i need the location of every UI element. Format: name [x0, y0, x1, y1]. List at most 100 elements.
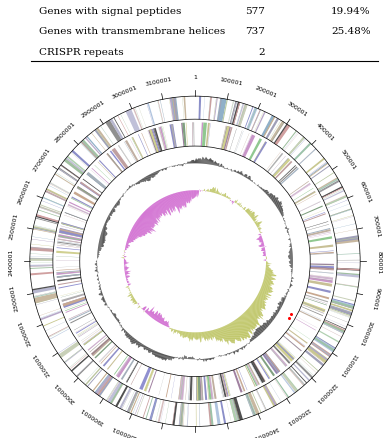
- Polygon shape: [125, 273, 130, 275]
- Polygon shape: [80, 182, 101, 197]
- Polygon shape: [285, 228, 287, 229]
- Polygon shape: [157, 171, 159, 174]
- Polygon shape: [261, 188, 262, 190]
- Polygon shape: [106, 381, 119, 401]
- Polygon shape: [317, 178, 338, 191]
- Polygon shape: [160, 170, 161, 172]
- Polygon shape: [206, 359, 207, 362]
- Polygon shape: [265, 273, 276, 276]
- Polygon shape: [107, 351, 123, 370]
- Polygon shape: [142, 396, 151, 418]
- Polygon shape: [206, 159, 208, 165]
- Polygon shape: [285, 293, 288, 294]
- Polygon shape: [200, 359, 201, 360]
- Polygon shape: [285, 225, 286, 226]
- Polygon shape: [266, 262, 268, 263]
- Polygon shape: [259, 229, 262, 231]
- Polygon shape: [136, 222, 150, 232]
- Polygon shape: [124, 262, 126, 263]
- Polygon shape: [155, 313, 160, 321]
- Polygon shape: [95, 375, 111, 394]
- Polygon shape: [105, 303, 106, 304]
- Polygon shape: [125, 271, 131, 273]
- Polygon shape: [156, 172, 158, 175]
- Polygon shape: [271, 316, 275, 319]
- Polygon shape: [239, 317, 252, 333]
- Polygon shape: [335, 236, 359, 244]
- Polygon shape: [170, 167, 171, 168]
- Polygon shape: [256, 298, 265, 304]
- Polygon shape: [301, 206, 323, 216]
- Polygon shape: [97, 376, 112, 396]
- Polygon shape: [241, 174, 243, 176]
- Polygon shape: [180, 403, 183, 426]
- Polygon shape: [299, 311, 321, 322]
- Polygon shape: [289, 253, 292, 254]
- Polygon shape: [205, 157, 207, 165]
- Polygon shape: [30, 258, 53, 261]
- Polygon shape: [183, 165, 184, 167]
- Polygon shape: [271, 123, 284, 142]
- Polygon shape: [97, 278, 99, 279]
- Polygon shape: [218, 99, 222, 122]
- Polygon shape: [247, 309, 258, 319]
- Polygon shape: [128, 336, 132, 339]
- Polygon shape: [244, 208, 246, 211]
- Polygon shape: [258, 294, 268, 300]
- Polygon shape: [241, 172, 242, 176]
- Polygon shape: [296, 194, 317, 206]
- Polygon shape: [226, 354, 227, 356]
- Polygon shape: [119, 146, 132, 166]
- Polygon shape: [172, 402, 176, 425]
- Polygon shape: [127, 240, 133, 243]
- Polygon shape: [216, 189, 218, 194]
- Polygon shape: [106, 154, 122, 173]
- Polygon shape: [330, 304, 353, 312]
- Polygon shape: [143, 308, 149, 313]
- Polygon shape: [220, 193, 222, 195]
- Polygon shape: [160, 200, 167, 213]
- Polygon shape: [110, 151, 126, 171]
- Polygon shape: [171, 375, 175, 399]
- Polygon shape: [64, 215, 87, 223]
- Polygon shape: [128, 287, 130, 288]
- Polygon shape: [260, 232, 261, 233]
- Polygon shape: [156, 399, 161, 422]
- Polygon shape: [161, 354, 163, 359]
- Polygon shape: [113, 314, 116, 317]
- Polygon shape: [256, 222, 262, 226]
- Polygon shape: [169, 327, 170, 329]
- Polygon shape: [264, 323, 269, 327]
- Polygon shape: [124, 330, 126, 333]
- Polygon shape: [281, 298, 285, 301]
- Polygon shape: [170, 99, 176, 122]
- Polygon shape: [142, 307, 146, 310]
- Polygon shape: [129, 234, 139, 238]
- Polygon shape: [262, 286, 273, 290]
- Polygon shape: [263, 254, 266, 255]
- Polygon shape: [143, 307, 147, 311]
- Polygon shape: [291, 281, 293, 283]
- Polygon shape: [187, 191, 189, 204]
- Polygon shape: [147, 103, 155, 126]
- Polygon shape: [167, 324, 168, 327]
- Polygon shape: [126, 110, 140, 133]
- Polygon shape: [57, 247, 80, 251]
- Polygon shape: [199, 359, 200, 360]
- Polygon shape: [309, 278, 333, 283]
- Polygon shape: [134, 184, 135, 185]
- Polygon shape: [77, 323, 98, 336]
- Polygon shape: [173, 194, 180, 214]
- Polygon shape: [252, 215, 259, 220]
- Polygon shape: [280, 211, 283, 214]
- Polygon shape: [61, 223, 84, 230]
- Polygon shape: [246, 364, 258, 386]
- Polygon shape: [119, 200, 121, 201]
- Polygon shape: [278, 206, 283, 210]
- Polygon shape: [337, 268, 360, 271]
- Polygon shape: [128, 391, 137, 412]
- Polygon shape: [252, 361, 264, 382]
- Polygon shape: [98, 162, 115, 180]
- Polygon shape: [69, 353, 87, 368]
- Polygon shape: [229, 324, 239, 341]
